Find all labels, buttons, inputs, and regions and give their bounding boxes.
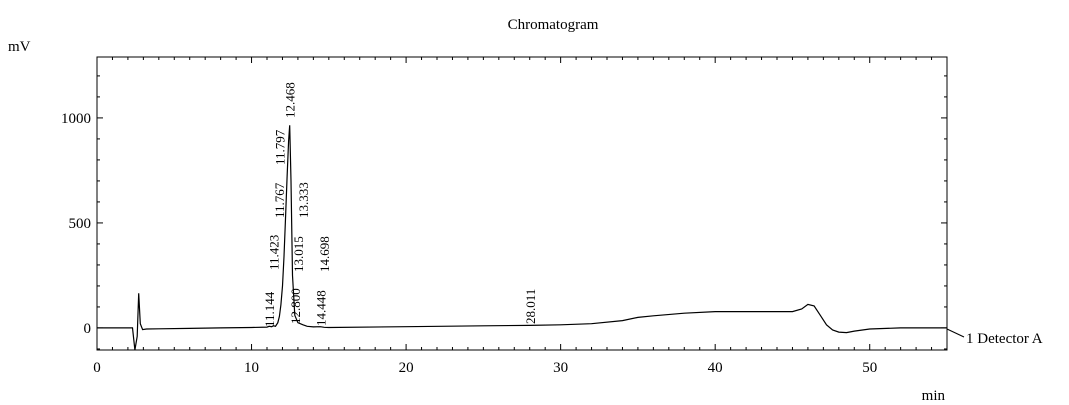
peak-label: 13.333 xyxy=(296,182,311,218)
x-tick-label: 0 xyxy=(93,360,101,376)
peak-labels: 11.144 11.423 11.767 11.797 12.468 12.800 13.0… xyxy=(262,82,538,327)
y-tick-label: 0 xyxy=(84,321,92,337)
peak-label: 11.144 xyxy=(262,291,277,327)
peak-label: 11.423 xyxy=(267,235,282,270)
peak-label: 11.797 xyxy=(272,129,287,165)
chart-title: Chromatogram xyxy=(508,17,599,33)
y-tick-label: 1000 xyxy=(61,111,91,127)
x-tick-label: 40 xyxy=(708,360,723,376)
peak-label: 12.468 xyxy=(283,82,298,118)
x-tick-label: 50 xyxy=(862,360,877,376)
series-label: 1 Detector A xyxy=(966,331,1043,347)
y-tick-label: 500 xyxy=(69,216,92,232)
x-tick-label: 30 xyxy=(553,360,568,376)
series-layer xyxy=(97,125,947,351)
series-line xyxy=(97,125,947,351)
peak-label: 12.800 xyxy=(288,288,303,324)
peak-label: 14.448 xyxy=(313,290,328,326)
x-axis-label: min xyxy=(922,388,946,404)
peak-label: 28.011 xyxy=(523,289,538,324)
x-tick-label: 20 xyxy=(399,360,414,376)
x-tick-label: 10 xyxy=(244,360,259,376)
peak-label: 13.015 xyxy=(291,236,306,272)
plot-frame xyxy=(96,56,948,351)
series-callout-line xyxy=(946,328,965,338)
peak-label: 11.767 xyxy=(272,182,287,218)
y-axis-label: mV xyxy=(8,39,31,55)
peak-label: 14.698 xyxy=(317,236,332,272)
